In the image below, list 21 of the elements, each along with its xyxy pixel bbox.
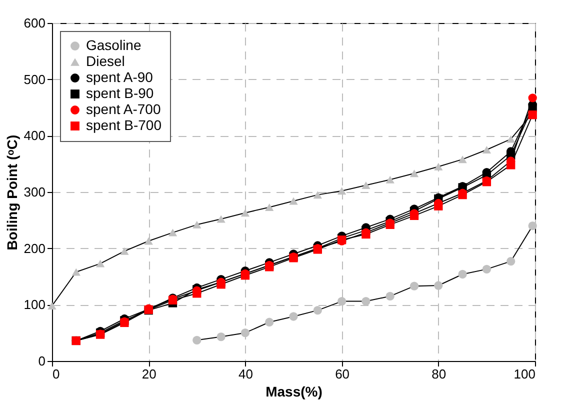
y-tick-label: 300 [24,184,46,200]
legend-label: spent B-700 [86,117,162,133]
x-tick-label: 60 [335,366,350,382]
legend-label: spent A-700 [86,101,161,117]
y-tick-label: 500 [24,72,46,87]
x-tick-label: 100 [514,366,536,382]
legend-label: Diesel [86,53,125,69]
x-tick-label: 20 [142,366,156,382]
y-tick-label: 600 [24,16,46,30]
x-tick-label: 80 [432,366,446,382]
y-axis-title: Boiling Point (ᵒC) [4,134,20,250]
y-tick-label: 200 [24,240,46,256]
legend-label: spent A-90 [86,69,154,85]
y-tick-label: 400 [24,128,46,144]
x-tick-label: 0 [52,366,60,382]
x-axis-title: Mass(%) [266,384,322,400]
x-tick-label: 40 [238,366,253,382]
legend-label: Gasoline [86,37,142,53]
y-tick-label: 0 [38,354,46,368]
y-tick-label: 100 [24,297,46,312]
legend-label: spent B-90 [86,85,154,101]
